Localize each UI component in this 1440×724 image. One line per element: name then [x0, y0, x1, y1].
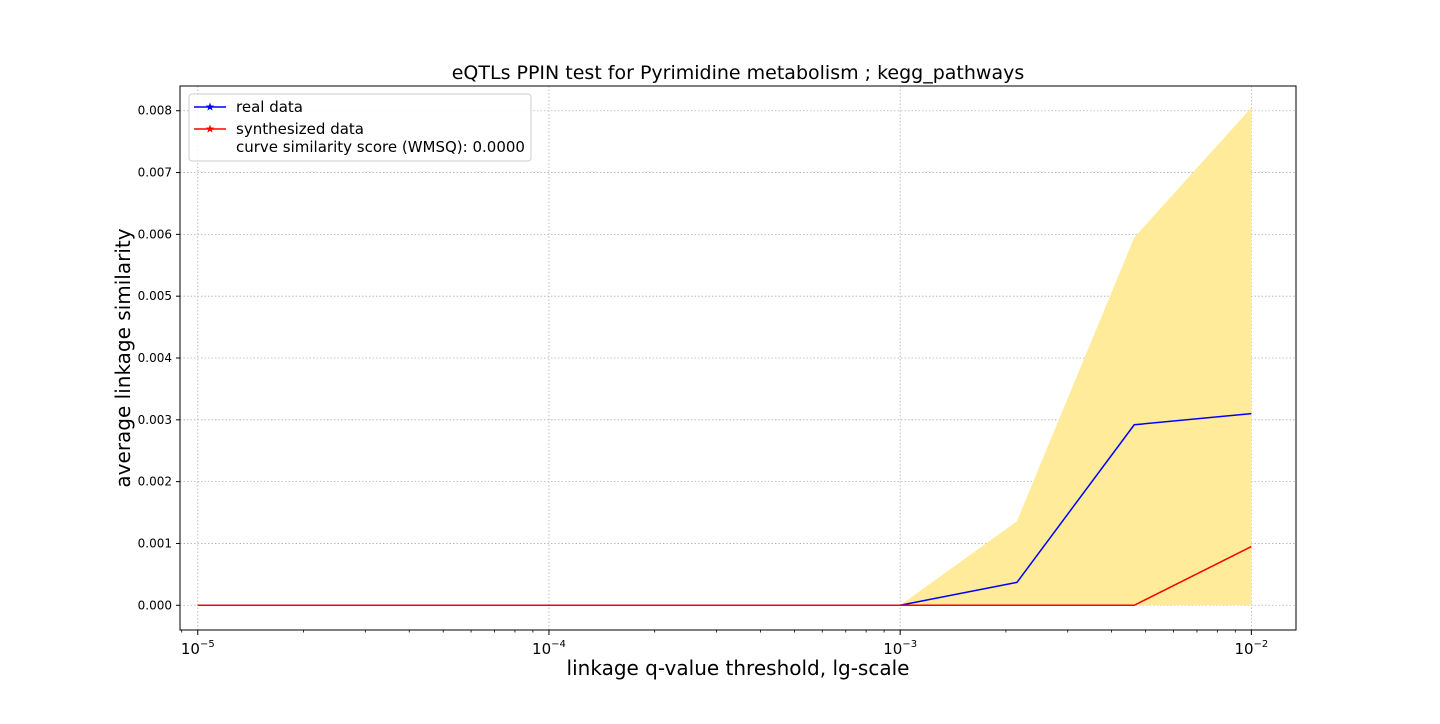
x-axis-label: linkage q-value threshold, lg-scale: [567, 656, 910, 680]
chart-title: eQTLs PPIN test for Pyrimidine metabolis…: [452, 62, 1025, 84]
confidence-band: [197, 107, 1252, 606]
y-tick-label: 0.001: [138, 536, 172, 550]
legend-label-real-data: real data: [236, 98, 303, 116]
tick-layer: 0.000 0.001 0.002 0.003 0.004 0.005 0.006 0.007…: [138, 104, 1269, 658]
series-layer: [197, 412, 1252, 607]
y-tick-label: 0.000: [138, 598, 172, 612]
y-tick-label: 0.005: [138, 289, 172, 303]
series-line-synthesized-data: [197, 545, 1252, 607]
y-tick-label: 0.004: [138, 351, 172, 365]
y-tick-label: 0.002: [138, 475, 172, 489]
y-tick-label: 0.008: [138, 104, 172, 118]
legend: real data synthesized data curve similar…: [188, 93, 532, 162]
legend-box: [188, 93, 532, 162]
y-tick-label: 0.003: [138, 413, 172, 427]
x-tick-label: 10−2: [1234, 639, 1268, 658]
y-tick-label: 0.006: [138, 227, 172, 241]
legend-marker-real-data: [205, 102, 215, 111]
x-tick-label: 10−5: [181, 639, 215, 658]
legend-similarity-score: curve similarity score (WMSQ): 0.0000: [236, 138, 525, 156]
band-layer: [197, 107, 1252, 606]
y-tick-label: 0.007: [138, 166, 172, 180]
x-tick-label: 10−4: [532, 639, 566, 658]
legend-label-synthesized-data: synthesized data: [236, 120, 364, 138]
legend-marker-synthesized-data: [205, 124, 215, 133]
y-axis-label: average linkage similarity: [111, 228, 135, 487]
x-tick-label: 10−3: [883, 639, 917, 658]
